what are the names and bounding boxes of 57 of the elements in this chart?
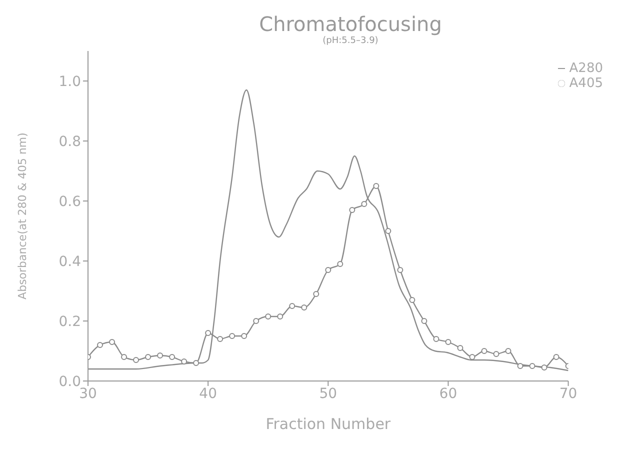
- x-tick-label: 70: [559, 386, 578, 402]
- point: [517, 363, 524, 369]
- point: [145, 354, 152, 360]
- point: [193, 360, 200, 366]
- point: [169, 354, 176, 360]
- point: [133, 357, 140, 363]
- point: [289, 303, 296, 309]
- point: [457, 345, 464, 351]
- point: [325, 267, 332, 273]
- y-tick-label: 0.2: [58, 314, 81, 330]
- point: [505, 348, 512, 354]
- point: [433, 336, 440, 342]
- point: [445, 339, 452, 345]
- point: [109, 339, 116, 345]
- point: [349, 207, 356, 213]
- point: [277, 314, 284, 320]
- y-tick-label: 0.8: [58, 134, 81, 150]
- legend-label: A280: [569, 61, 603, 76]
- point: [397, 267, 404, 273]
- point: [385, 228, 392, 234]
- point: [361, 201, 368, 207]
- point: [241, 333, 248, 339]
- y-tick-label: 0.0: [58, 374, 81, 390]
- point: [253, 318, 260, 324]
- point: [541, 364, 548, 370]
- point: [97, 342, 104, 348]
- x-tick-label: 30: [79, 386, 97, 402]
- point: [469, 354, 476, 360]
- x-tick-label: 50: [319, 386, 338, 402]
- x-tick-label: 60: [439, 386, 458, 402]
- point: [553, 354, 560, 360]
- point: [493, 351, 500, 357]
- point: [157, 352, 164, 358]
- point: [529, 363, 536, 369]
- point: [205, 330, 212, 336]
- point: [373, 183, 380, 189]
- legend-label: A405: [569, 76, 603, 91]
- chart-title: Chromatofocusing: [258, 11, 443, 36]
- chart-subtitle: (pH:5.5–3.9): [322, 36, 380, 46]
- point: [121, 354, 128, 360]
- y-tick-label: 1.0: [58, 74, 81, 90]
- point: [337, 261, 344, 267]
- y-tick-label: 0.4: [58, 254, 82, 270]
- y-axis-title: Absorbance(at 280 & 405 nm): [16, 132, 29, 300]
- point: [409, 297, 416, 303]
- point: [265, 314, 272, 320]
- point: [421, 318, 428, 324]
- point: [301, 304, 308, 310]
- point: [217, 336, 224, 342]
- point: [313, 291, 320, 297]
- y-tick-label: 0.6: [58, 194, 82, 210]
- x-axis-title: Fraction Number: [266, 415, 392, 433]
- x-tick-label: 40: [199, 386, 217, 402]
- line-series: [88, 89, 568, 372]
- point: [229, 333, 236, 339]
- point: [481, 348, 488, 354]
- point: [181, 358, 188, 364]
